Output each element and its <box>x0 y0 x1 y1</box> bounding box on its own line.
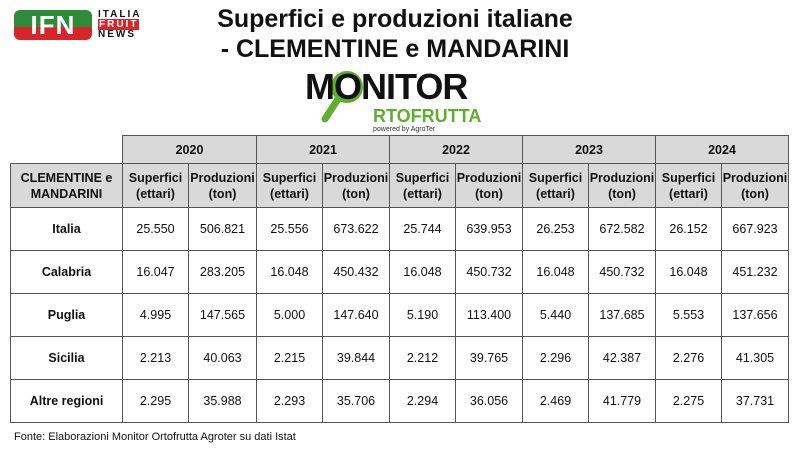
table-cell: 5.553 <box>655 293 722 337</box>
table-row: Sicilia 2.213 40.063 2.215 39.844 2.212 39.765… <box>10 336 789 380</box>
table-cell: 2.215 <box>256 336 323 380</box>
table-cell: 5.190 <box>389 293 456 337</box>
sub-header: Produzioni (ton) <box>322 163 390 208</box>
region-name: Altre regioni <box>10 379 123 423</box>
table-cell: 16.048 <box>522 250 589 294</box>
corner-header: CLEMENTINE e MANDARINI <box>10 163 123 208</box>
table-cell: 450.732 <box>588 250 656 294</box>
table-cell: 26.152 <box>655 207 722 251</box>
table-cell: 35.706 <box>322 379 390 423</box>
source-footer: Fonte: Elaborazioni Monitor Ortofrutta A… <box>14 431 296 443</box>
table-cell: 450.732 <box>455 250 523 294</box>
table-cell: 113.400 <box>455 293 523 337</box>
table-cell: 2.212 <box>389 336 456 380</box>
table-cell: 2.293 <box>256 379 323 423</box>
magnifier-icon <box>321 71 363 123</box>
table-row: Calabria 16.047 283.205 16.048 450.432 16.048… <box>10 250 789 294</box>
table-cell: 37.731 <box>721 379 789 423</box>
region-name: Sicilia <box>10 336 123 380</box>
sub-header: Superfici (ettari) <box>389 163 456 208</box>
year-header: 2023 <box>522 135 656 164</box>
table-cell: 16.047 <box>122 250 189 294</box>
monitor-wordmark: MONITOR <box>305 66 468 107</box>
table-cell: 41.779 <box>588 379 656 423</box>
table-cell: 283.205 <box>188 250 257 294</box>
table-cell: 42.387 <box>588 336 656 380</box>
table-cell: 2.296 <box>522 336 589 380</box>
table-cell: 2.469 <box>522 379 589 423</box>
ortofrutta-wordmark: RTOFRUTTA <box>373 106 482 126</box>
table-cell: 2.294 <box>389 379 456 423</box>
table-cell: 16.048 <box>655 250 722 294</box>
region-name: Calabria <box>10 250 123 294</box>
table-cell: 25.744 <box>389 207 456 251</box>
table-cell: 2.275 <box>655 379 722 423</box>
table-row: Italia 25.550 506.821 25.556 673.622 25.744 63… <box>10 207 789 251</box>
year-header: 2021 <box>256 135 390 164</box>
table-cell: 16.048 <box>256 250 323 294</box>
table-cell: 673.622 <box>322 207 390 251</box>
table-cell: 2.295 <box>122 379 189 423</box>
sub-header: Superfici (ettari) <box>256 163 323 208</box>
table-cell: 506.821 <box>188 207 257 251</box>
region-name: Puglia <box>10 293 123 337</box>
table-cell: 2.276 <box>655 336 722 380</box>
table-cell: 672.582 <box>588 207 656 251</box>
table-cell: 39.844 <box>322 336 390 380</box>
table-cell: 5.000 <box>256 293 323 337</box>
table-cell: 25.550 <box>122 207 189 251</box>
sub-header: Produzioni (ton) <box>721 163 789 208</box>
sub-header: Produzioni (ton) <box>588 163 656 208</box>
table-cell: 137.656 <box>721 293 789 337</box>
table-cell: 137.685 <box>588 293 656 337</box>
ifn-logo: IFN ITALIA FRUIT NEWS <box>14 10 139 42</box>
sub-header: Produzioni (ton) <box>455 163 523 208</box>
table-cell: 40.063 <box>188 336 257 380</box>
table-cell: 26.253 <box>522 207 589 251</box>
sub-header: Superfici (ettari) <box>655 163 722 208</box>
table-cell: 4.995 <box>122 293 189 337</box>
table-cell: 147.565 <box>188 293 257 337</box>
table-cell: 25.556 <box>256 207 323 251</box>
powered-by: powered by AgroTer <box>373 126 436 133</box>
table-cell: 451.232 <box>721 250 789 294</box>
table-cell: 147.640 <box>322 293 390 337</box>
table-row: Altre regioni 2.295 35.988 2.293 35.706 2.294… <box>10 379 789 423</box>
sub-header: Superfici (ettari) <box>522 163 589 208</box>
table-cell: 639.953 <box>455 207 523 251</box>
page-title: Superfici e produzioni italiane <box>217 5 573 33</box>
table-cell: 36.056 <box>455 379 523 423</box>
sub-header: Superfici (ettari) <box>122 163 189 208</box>
table-cell: 667.923 <box>721 207 789 251</box>
table-cell: 450.432 <box>322 250 390 294</box>
year-header: 2024 <box>655 135 789 164</box>
table-cell: 41.305 <box>721 336 789 380</box>
table-cell: 5.440 <box>522 293 589 337</box>
year-header: 2020 <box>122 135 257 164</box>
sub-header: Produzioni (ton) <box>188 163 257 208</box>
region-name: Italia <box>10 207 123 251</box>
table-cell: 16.048 <box>389 250 456 294</box>
table-row: Puglia 4.995 147.565 5.000 147.640 5.190 113.4… <box>10 293 789 337</box>
table-cell: 2.213 <box>122 336 189 380</box>
year-header: 2022 <box>389 135 523 164</box>
table-cell: 39.765 <box>455 336 523 380</box>
page-subtitle: - CLEMENTINE e MANDARINI <box>220 35 570 63</box>
data-table: 2020 2021 2022 2023 2024 CLEMENTINE e MANDAR… <box>10 135 789 423</box>
table-cell: 35.988 <box>188 379 257 423</box>
monitor-ortofrutta-logo: MONITOR RTOFRUTTA powered by AgroTer <box>305 69 505 135</box>
